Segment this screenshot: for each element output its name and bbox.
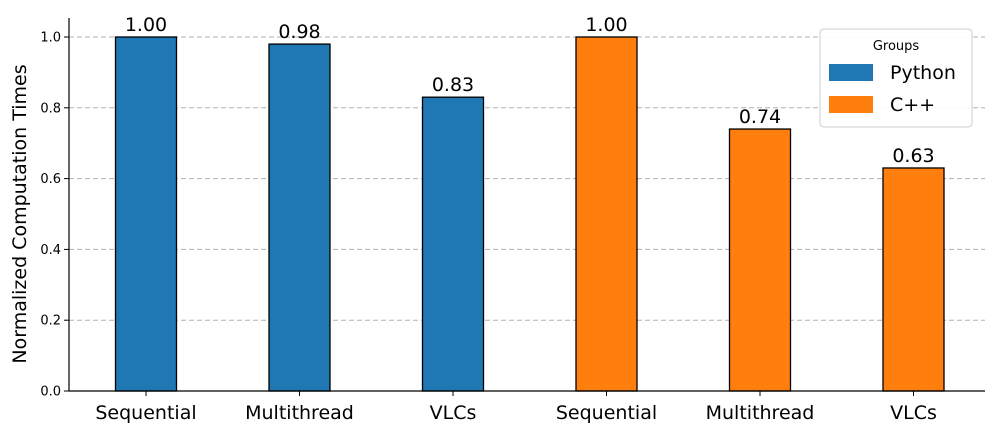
legend-swatch <box>829 64 873 81</box>
y-axis-title: Normalized Computation Times <box>9 64 31 363</box>
legend: Groups Python C++ <box>819 28 973 128</box>
bar-value-label: 1.00 <box>585 14 627 36</box>
bar-value-label: 0.83 <box>432 74 474 96</box>
legend-swatch <box>829 96 873 113</box>
y-tick-label: 0.6 <box>40 172 61 187</box>
bar-value-label: 0.74 <box>739 106 781 128</box>
bar-python-multithread <box>268 43 331 392</box>
legend-label: C++ <box>890 94 935 116</box>
y-tick-label: 0.4 <box>40 243 61 258</box>
bar-cplus-vlcs <box>882 167 945 392</box>
x-tick-label: Multithread <box>245 402 354 424</box>
bar-cplus-sequential <box>575 36 638 392</box>
bar-value-label: 1.00 <box>125 14 167 36</box>
legend-label: Python <box>890 62 956 84</box>
x-tick-label: VLCs <box>890 402 937 424</box>
bar-value-label: 0.63 <box>892 145 934 167</box>
y-tick-label: 0.8 <box>40 101 61 116</box>
y-tick-label: 0.0 <box>40 385 61 400</box>
x-tick-label: VLCs <box>430 402 477 424</box>
legend-title: Groups <box>873 39 920 54</box>
bar-python-vlcs <box>421 96 485 392</box>
bar-value-label: 0.98 <box>278 21 320 43</box>
x-tick-label: Sequential <box>95 402 196 424</box>
y-tick-labels: 0.0 0.2 0.4 0.6 0.8 1.0 <box>40 31 61 400</box>
x-tick-labels: Sequential Multithread VLCs Sequential Multi… <box>95 402 936 424</box>
axes <box>64 18 985 396</box>
data-labels: 1.00 0.98 0.83 1.00 0.74 0.63 <box>125 14 935 167</box>
y-tick-label: 1.0 <box>40 31 61 46</box>
bars <box>114 36 945 392</box>
bar-python-sequential <box>114 36 178 392</box>
x-tick-label: Sequential <box>556 402 657 424</box>
y-tick-label: 0.2 <box>40 314 61 329</box>
bar-cplus-multithread <box>728 128 792 392</box>
x-tick-label: Multithread <box>706 402 815 424</box>
